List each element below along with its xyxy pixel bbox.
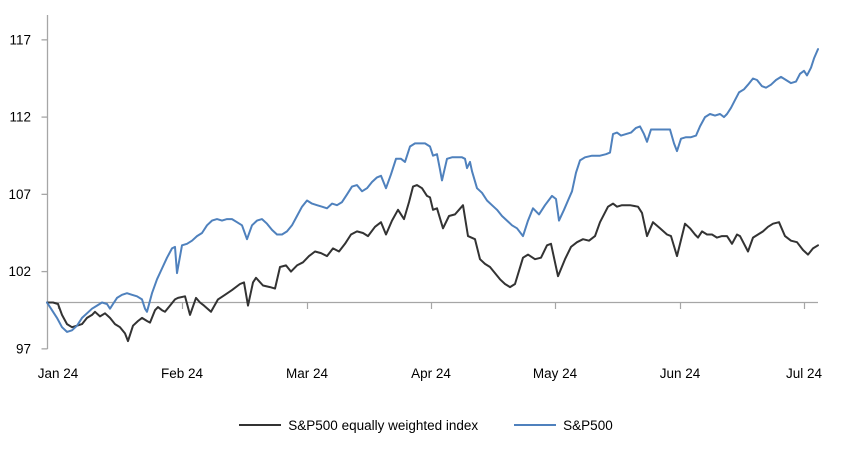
- legend-item-sp500-equal-weight: S&P500 equally weighted index: [239, 418, 478, 433]
- x-tick-label: Apr 24: [411, 366, 451, 381]
- y-tick-label: 107: [8, 187, 31, 202]
- legend-label: S&P500 equally weighted index: [288, 417, 479, 433]
- series-line-s-p500: [46, 48, 819, 333]
- sp500-comparison-line-chart: 117 112 107 102 97 Jan 24 Feb 24 Mar 24 Apr 24 Ma…: [8, 15, 823, 381]
- legend-line-sample-dark: [239, 424, 282, 426]
- x-tick-label: Feb 24: [161, 366, 204, 381]
- series-line-s-p500-equally-weighted-index: [46, 184, 819, 343]
- x-tick-label: May 24: [533, 366, 578, 381]
- chart-legend: S&P500 equally weighted index S&P500: [0, 413, 852, 437]
- y-tick-label: 97: [16, 341, 31, 356]
- legend-line-sample-blue: [514, 424, 557, 426]
- x-tick-label: Mar 24: [286, 366, 329, 381]
- x-tick-label: Jul 24: [786, 366, 823, 381]
- y-tick-label: 117: [9, 32, 31, 47]
- legend-label: S&P500: [563, 417, 613, 433]
- x-tick-label: Jun 24: [660, 366, 701, 381]
- y-tick-label: 112: [9, 110, 31, 125]
- legend-item-sp500: S&P500: [514, 418, 613, 433]
- y-tick-label: 102: [8, 264, 31, 279]
- x-tick-label: Jan 24: [38, 366, 79, 381]
